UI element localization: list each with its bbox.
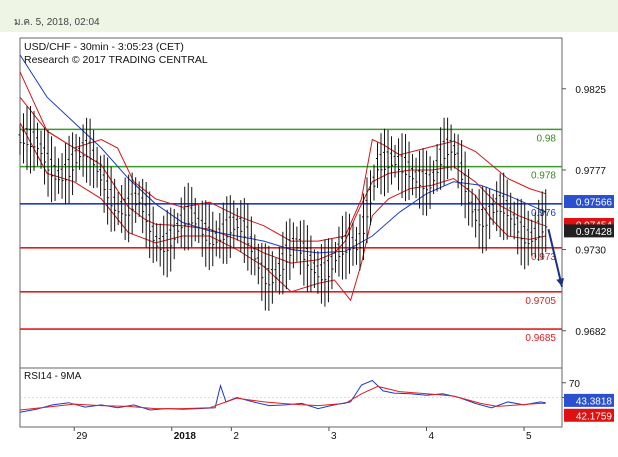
rsi-tag-label-0: 43.3818 bbox=[576, 396, 613, 407]
price-series-group bbox=[18, 54, 564, 311]
top-bar: ม.ค. 5, 2018, 02:04 bbox=[0, 0, 618, 32]
x-tick-label-3: 3 bbox=[331, 431, 337, 442]
time-axis: 29 2018 2 3 4 5 bbox=[73, 427, 532, 442]
chart-title: USD/CHF - 30min - 3:05:23 (CET) bbox=[24, 41, 184, 53]
price-bars bbox=[18, 105, 548, 311]
chart-subtitle: Research © 2017 TRADING CENTRAL bbox=[24, 54, 208, 66]
x-tick-label-1: 2018 bbox=[174, 431, 197, 442]
price-tag-2 bbox=[564, 224, 614, 238]
x-tick-label-5: 5 bbox=[526, 431, 532, 442]
projection-arrow-head bbox=[556, 277, 564, 287]
y-tick-label-3: 0.9682 bbox=[575, 327, 606, 338]
price-tag-label-2: 0.97428 bbox=[576, 227, 613, 238]
rsi-series-1 bbox=[19, 385, 546, 411]
rsi-tag-0 bbox=[564, 393, 614, 407]
level-label-4: 0.9705 bbox=[525, 296, 556, 307]
rsi-title: RSI14 - 9MA bbox=[24, 371, 82, 382]
y-tick-label-1: 0.9777 bbox=[575, 166, 606, 177]
rsi-tag-1 bbox=[564, 408, 614, 422]
level-label-3: 0.973 bbox=[531, 252, 556, 263]
level-label-2: 0.976 bbox=[531, 208, 556, 219]
rsi-tag-label-1: 42.1759 bbox=[576, 411, 613, 422]
level-label-5: 0.9685 bbox=[525, 333, 556, 344]
x-tick-label-0: 29 bbox=[76, 431, 88, 442]
rsi-tick-label-0: 70 bbox=[569, 379, 581, 390]
bollinger-upper-line bbox=[19, 71, 546, 242]
rsi-series-group bbox=[19, 379, 562, 413]
price-tag-0 bbox=[564, 195, 614, 209]
level-label-1: 0.978 bbox=[531, 171, 556, 182]
y-tick-label-2: 0.9730 bbox=[575, 246, 606, 257]
y-tick-label-0: 0.9825 bbox=[575, 85, 606, 96]
x-tick-label-2: 2 bbox=[233, 431, 239, 442]
rsi-plot-frame bbox=[19, 367, 563, 428]
level-label-0: 0.98 bbox=[537, 133, 557, 144]
rsi-tags: 43.3818 42.1759 bbox=[564, 393, 614, 422]
price-tag-label-0: 0.97566 bbox=[576, 198, 613, 209]
timestamp: ม.ค. 5, 2018, 02:04 bbox=[14, 17, 100, 28]
projection-arrow-line bbox=[547, 229, 563, 287]
blue-moving-average-line bbox=[19, 54, 546, 254]
price-axis: 0.9825 0.9777 0.9730 0.9682 bbox=[562, 85, 606, 338]
x-tick-label-4: 4 bbox=[429, 431, 435, 442]
